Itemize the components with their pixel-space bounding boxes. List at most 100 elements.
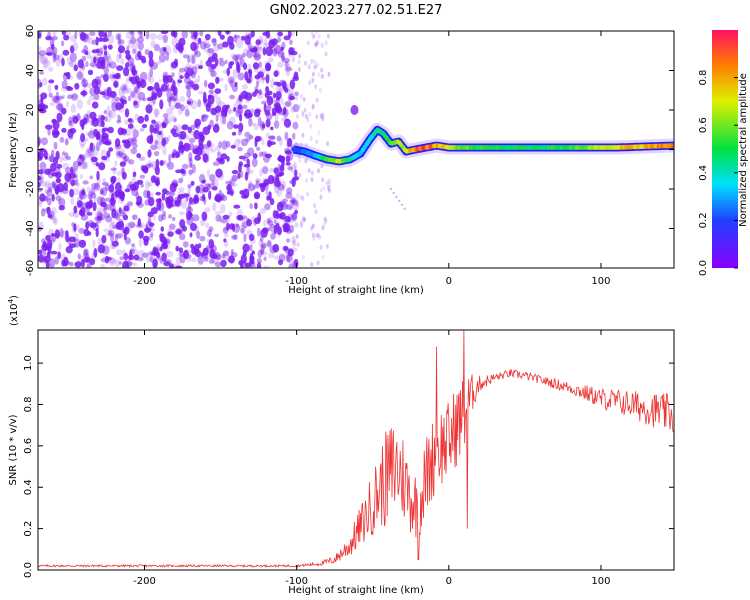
spectrogram-noise-blob (52, 182, 56, 189)
spectrogram-noise-blob (237, 138, 242, 144)
spectrogram-noise-blob (287, 166, 293, 171)
spectrogram-noise-blob (139, 222, 145, 229)
spectrogram-noise-blob (40, 137, 49, 146)
spectrogram-noise-blob (161, 122, 167, 129)
spectrogram-noise-blob (127, 39, 135, 44)
spectrogram-noise-blob (103, 109, 108, 115)
spectrogram-noise-blob (137, 221, 142, 227)
spectrogram-noise-blob (137, 31, 143, 35)
spectrogram-noise-blob (214, 57, 219, 67)
spectrogram-noise-blob (255, 45, 263, 53)
spectrogram-noise-blob (69, 61, 74, 68)
spectrogram-noise-blob (72, 236, 77, 243)
spectrogram-noise-blob (49, 101, 56, 106)
spectrogram-noise-blob (285, 100, 292, 108)
spectrogram-noise-blob (229, 94, 236, 100)
spectrogram-noise-blob (321, 177, 325, 183)
spectrogram-noise-blob (101, 155, 108, 161)
spectrogram-noise-blob (67, 75, 74, 81)
y-tick-label: -60 (25, 260, 36, 276)
spectrogram-noise-blob (275, 103, 281, 113)
spectrogram-noise-blob (80, 156, 85, 161)
spectrogram-noise-blob (106, 105, 111, 115)
spectrogram-noise-blob (236, 61, 240, 71)
spectrogram-noise-blob (179, 75, 184, 79)
spectrogram-noise-blob (229, 187, 234, 197)
spectrogram-noise-blob (287, 63, 291, 71)
spectrogram-noise-blob (258, 90, 262, 96)
spectrogram-noise-blob (220, 195, 228, 202)
spectrogram-noise-blob (193, 129, 200, 140)
spectrogram-noise-blob (292, 260, 296, 268)
spectrogram-noise-blob (146, 135, 154, 144)
spectrogram-noise-blob (244, 152, 251, 159)
spectrogram-noise-blob (161, 192, 166, 201)
spectrogram-noise-blob (230, 248, 234, 256)
spectrogram-noise-blob (260, 228, 268, 238)
spectrogram-noise-blob (281, 185, 286, 192)
spectrogram-noise-blob (168, 214, 172, 219)
spectrogram-noise-blob (185, 71, 191, 78)
spectrogram-noise-blob (256, 146, 261, 151)
spectrogram-noise-blob (188, 169, 194, 175)
spectrogram-noise-blob (135, 224, 143, 228)
spectrogram-noise-blob (200, 134, 205, 142)
spectrogram-noise-blob (218, 57, 224, 62)
spectrogram-noise-blob (103, 50, 108, 56)
spectrogram-noise-blob (301, 110, 305, 116)
spectrogram-noise-blob (272, 243, 280, 253)
spectrogram-noise-blob (187, 56, 191, 63)
spectrogram-noise-blob (159, 236, 167, 243)
spectrogram-noise-blob (226, 67, 231, 77)
spectrogram-noise-blob (273, 70, 279, 77)
spectrogram-noise-blob (45, 124, 53, 130)
colorbar-tick-label: 0.6 (698, 117, 709, 133)
spectrogram-noise-blob (89, 111, 97, 120)
spectrogram-noise-blob (127, 118, 133, 123)
spectrogram-noise-blob (310, 226, 314, 231)
spectrogram-noise-blob (118, 261, 122, 265)
spectrogram-noise-blob (103, 205, 108, 210)
spectrogram-noise-blob (52, 214, 57, 224)
spectrogram-noise-blob (156, 243, 161, 252)
spectrogram-noise-blob (280, 46, 285, 52)
spectrogram-noise-blob (72, 188, 80, 196)
spectrogram-noise-blob (128, 118, 134, 124)
spectrogram-noise-blob (224, 233, 229, 238)
spectrogram-noise-blob (278, 87, 283, 94)
spectrogram-noise-blob (246, 63, 252, 72)
spectrogram-noise-blob (106, 63, 112, 68)
spectrogram-noise-blob (227, 189, 235, 195)
spectrogram-noise-blob (138, 238, 143, 248)
spectrogram-noise-blob (82, 154, 87, 161)
spectrogram-noise-blob (123, 155, 130, 162)
spectrogram-noise-blob (130, 91, 136, 98)
spectrogram-noise-blob (263, 265, 270, 268)
spectrogram-noise-blob (170, 84, 174, 92)
spectrogram-noise-blob (190, 124, 196, 131)
spectrogram-noise-blob (97, 31, 101, 37)
spectrogram-noise-blob (208, 246, 213, 255)
spectrogram-noise-blob (44, 56, 49, 66)
spectrogram-noise-blob (91, 78, 99, 89)
spectrogram-noise-blob (188, 31, 194, 34)
spectrogram-noise-blob (284, 215, 291, 223)
spectrogram-noise-blob (129, 249, 133, 260)
spectrogram-noise-blob (39, 181, 47, 187)
spectrogram-noise-blob (148, 227, 156, 232)
colorbar-tick-label: 0.4 (698, 165, 709, 181)
spectrogram-noise-blob (100, 201, 107, 208)
spectrogram-noise-blob (132, 129, 139, 139)
spectrogram-noise-blob (79, 173, 83, 180)
spectrogram-noise-blob (277, 31, 284, 37)
spectrogram-noise-blob (205, 102, 211, 113)
spectrogram-noise-blob (105, 215, 113, 223)
spectrogram-noise-blob (64, 260, 71, 266)
spectrogram-noise-blob (267, 220, 274, 226)
spectrogram-noise-blob (61, 57, 65, 67)
spectrogram-noise-blob (246, 219, 253, 227)
spectrogram-noise-blob (74, 31, 78, 39)
spectrogram-noise-blob (313, 203, 317, 209)
spectrogram-noise-blob (118, 53, 122, 59)
spectrogram-noise-blob (278, 253, 286, 263)
